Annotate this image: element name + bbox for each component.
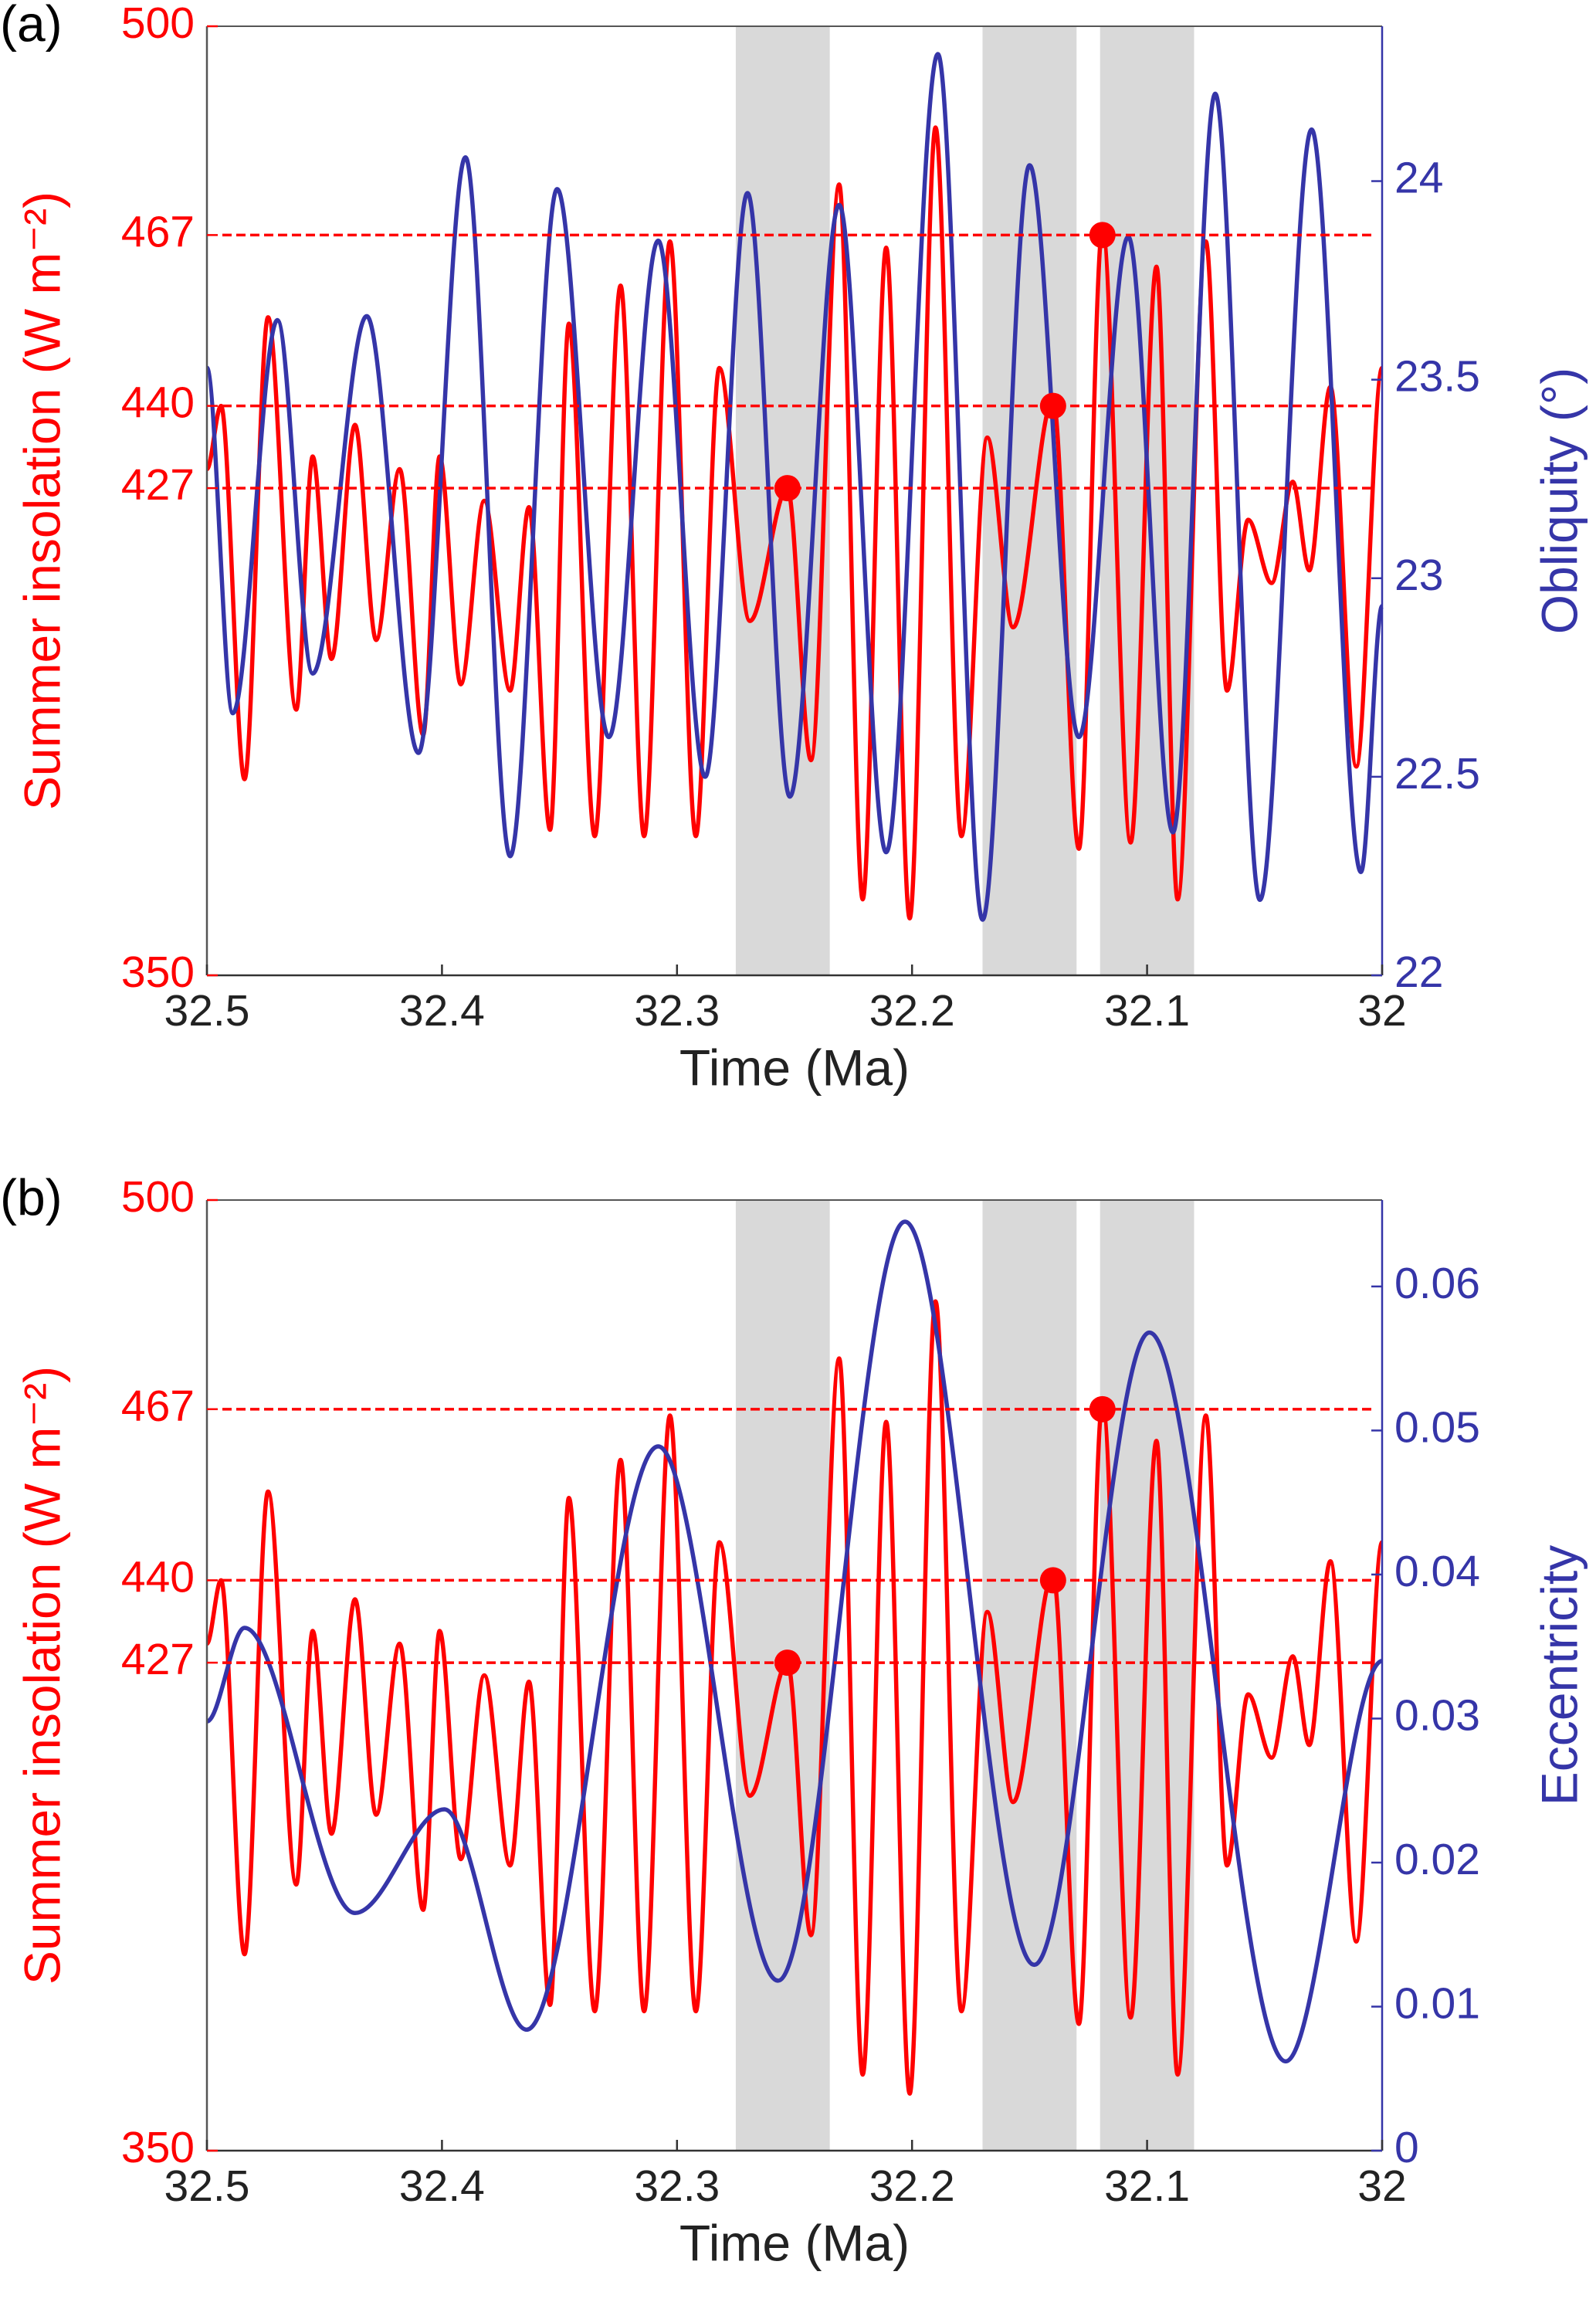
y-tick-label: 350 [121, 948, 195, 997]
x-tick-label: 32.1 [1104, 2161, 1190, 2211]
y2-tick-label: 24 [1394, 154, 1443, 203]
y2-tick-label: 0.05 [1394, 1402, 1480, 1452]
y2-tick-label: 22.5 [1394, 749, 1480, 798]
y2-tick-label: 0.02 [1394, 1835, 1480, 1884]
y-axis-label: Summer insolation (W m⁻²) [13, 1366, 70, 1985]
marker [1089, 222, 1116, 249]
x-tick-label: 32.4 [399, 2161, 485, 2211]
y2-axis-label: Eccentricity [1530, 1545, 1588, 1805]
y2-tick-label: 0 [1394, 2123, 1419, 2172]
y2-tick-label: 0.04 [1394, 1547, 1480, 1596]
y-tick-label: 350 [121, 2123, 195, 2172]
x-tick-label: 32.2 [869, 986, 955, 1036]
x-tick-label: 32.1 [1104, 986, 1190, 1036]
y-tick-label: 427 [121, 1635, 195, 1684]
y2-tick-label: 23.5 [1394, 352, 1480, 402]
marker [774, 1649, 801, 1677]
y-tick-label: 467 [121, 1382, 195, 1431]
y2-tick-label: 23 [1394, 551, 1443, 600]
marker [1089, 1395, 1116, 1422]
x-tick-label: 32.5 [164, 2161, 250, 2211]
x-tick-label: 32.2 [869, 2161, 955, 2211]
y-tick-label: 440 [121, 378, 195, 428]
y-tick-label: 500 [121, 1172, 195, 1222]
marker [1039, 1567, 1066, 1594]
x-tick-label: 32.3 [634, 2161, 720, 2211]
data-line [205, 125, 1384, 921]
data-line [205, 1299, 1384, 2096]
y-tick-label: 427 [121, 460, 195, 510]
data-line [205, 1219, 1384, 2064]
x-tick-label: 32 [1357, 986, 1406, 1036]
x-axis-label: Time (Ma) [679, 2214, 910, 2271]
y-tick-label: 440 [121, 1552, 195, 1602]
panel-label: (b) [0, 1168, 63, 1226]
marker [1039, 392, 1066, 419]
x-tick-label: 32.5 [164, 986, 250, 1036]
x-tick-label: 32.4 [399, 986, 485, 1036]
y2-tick-label: 0.03 [1394, 1691, 1480, 1741]
y-axis-label: Summer insolation (W m⁻²) [13, 192, 70, 810]
y-tick-label: 467 [121, 207, 195, 256]
panel-label: (a) [0, 0, 63, 52]
shaded-band [735, 1200, 830, 2151]
x-axis-label: Time (Ma) [679, 1039, 910, 1096]
marker [774, 475, 801, 502]
y2-tick-label: 22 [1394, 948, 1443, 997]
y2-tick-label: 0.06 [1394, 1259, 1480, 1308]
y2-axis-label: Obliquity (°) [1530, 368, 1588, 634]
y-tick-label: 500 [121, 0, 195, 48]
x-tick-label: 32.3 [634, 986, 720, 1036]
data-line [205, 52, 1384, 922]
y2-tick-label: 0.01 [1394, 1979, 1480, 2029]
x-tick-label: 32 [1357, 2161, 1406, 2211]
